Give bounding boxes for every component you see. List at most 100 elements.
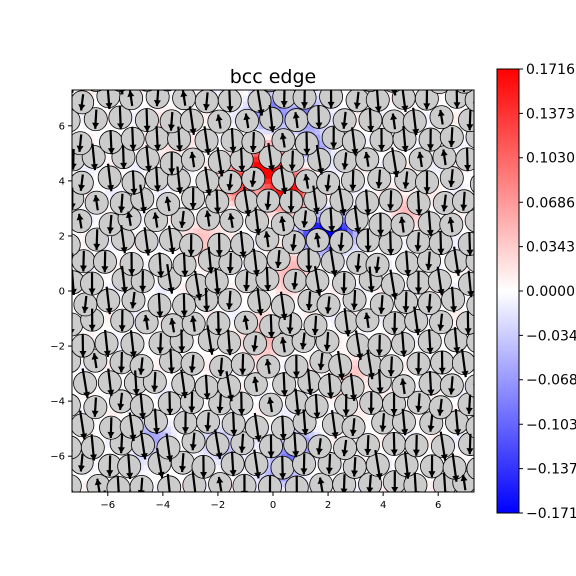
arrow-head [351,148,359,156]
heat-cell [204,403,211,410]
heat-cell [281,486,288,492]
heat-cell [413,222,420,229]
arrow-head [400,350,408,357]
x-axis-ticks: −6 −4 −2 0 2 4 6 [100,492,441,511]
arrow-head [324,307,332,314]
heat-cell [226,409,233,416]
heat-cell [352,409,359,416]
heat-cell [154,354,161,361]
heat-cell [424,123,431,130]
arrow-head [137,489,145,492]
arrow-head [72,288,77,295]
heat-cell [270,183,277,190]
arrow-head [72,163,77,170]
arrow-head [189,315,197,323]
arrow-head [193,68,200,74]
heat-cell [182,282,189,289]
arrow-head [266,491,274,492]
heat-cell [396,189,404,196]
atom [72,393,81,417]
displacement-arrow [72,90,74,93]
arrow-head [105,102,113,110]
heat-cell [204,238,211,245]
arrow-head [438,367,446,374]
arrow-head [156,347,164,354]
arrow-head [139,412,147,420]
heat-cell [330,167,337,174]
heat-cell [341,266,348,273]
arrow-head [417,83,424,89]
heat-cell [132,112,139,119]
heat-cell [215,293,222,300]
heat-cell [325,288,332,295]
heat-cell [297,288,304,295]
displacement-arrow [68,353,70,369]
displacement-arrow [95,71,96,90]
arrow-head [475,311,482,317]
heat-cell [138,222,145,229]
heat-cell [83,486,90,492]
heat-cell [176,282,183,289]
heat-cell [451,321,459,328]
heat-cell [154,431,161,438]
heat-cell [226,194,233,201]
heat-cell [264,343,271,350]
heat-cell [363,172,370,179]
arrow-head [51,307,58,313]
heat-cell [270,310,277,317]
arrow-head [375,473,383,480]
displacement-arrow [72,258,73,260]
displacement-arrow [140,477,144,492]
heat-cell [88,222,95,229]
displacement-arrow [70,476,71,497]
heat-cell [253,189,260,196]
heat-cell [325,123,332,130]
heat-cell [143,453,150,460]
arrow-head [157,271,165,278]
arrow-head [192,493,199,499]
heat-cell [325,194,332,201]
arrow-head [107,431,115,439]
arrow-head [304,510,311,516]
arrow-head [292,112,300,119]
heat-cell [105,123,112,130]
heat-cell [264,139,271,146]
heat-cell [94,167,101,174]
heat-cell [429,161,437,168]
heat-cell [253,244,260,251]
heat-cell [413,134,420,141]
displacement-arrow [67,107,70,134]
heat-cell [94,216,101,223]
heat-cell [363,293,370,300]
arrow-head [293,493,300,499]
heat-cell [253,475,260,482]
arrow-head [229,470,237,477]
arrow-head [450,306,458,313]
heat-cell [253,310,260,317]
heat-cell [160,189,167,196]
atom [208,65,231,88]
atom [72,312,84,337]
displacement-arrow [69,440,71,456]
heat-cell [297,266,304,273]
heat-cell [187,227,194,234]
arrow-head [427,389,435,396]
arrow-head [356,353,364,360]
heat-cell [435,431,442,438]
x-tick-label: −2 [211,500,226,511]
heat-cell [341,348,348,355]
heat-cell [325,315,332,322]
arrow-head [180,90,188,97]
arrow-head [478,177,485,183]
heat-cell [198,233,205,240]
heat-cell [154,244,161,251]
heat-cell [105,244,112,251]
arrow-head [88,324,96,331]
arrow-head [238,165,246,172]
heat-cell [347,249,354,256]
atom [48,253,71,276]
heat-cell [336,348,343,355]
heat-cell [275,354,282,361]
arrow-head [464,328,472,335]
